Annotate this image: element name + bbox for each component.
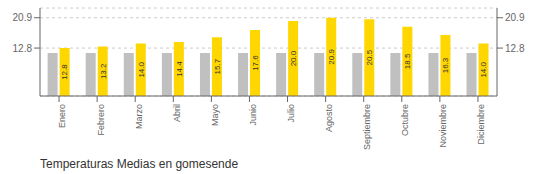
svg-text:Enero: Enero xyxy=(57,104,67,128)
svg-text:14.0: 14.0 xyxy=(137,61,146,77)
svg-text:14.0: 14.0 xyxy=(479,61,488,77)
svg-text:12.8: 12.8 xyxy=(13,43,33,54)
svg-text:20.9: 20.9 xyxy=(505,12,525,23)
svg-text:14.4: 14.4 xyxy=(175,61,184,77)
svg-text:20.9: 20.9 xyxy=(327,49,336,65)
svg-text:Noviembre: Noviembre xyxy=(438,104,448,148)
svg-text:Abril: Abril xyxy=(172,104,182,122)
svg-text:Febrero: Febrero xyxy=(96,104,106,136)
svg-text:Septiembre: Septiembre xyxy=(362,104,372,150)
svg-text:20.9: 20.9 xyxy=(13,12,33,23)
svg-text:Mayo: Mayo xyxy=(210,104,220,126)
svg-text:16.3: 16.3 xyxy=(441,57,450,73)
svg-text:Diciembre: Diciembre xyxy=(476,104,486,145)
svg-text:Octubre: Octubre xyxy=(400,104,410,136)
svg-text:20.5: 20.5 xyxy=(365,49,374,65)
svg-text:12.8: 12.8 xyxy=(505,43,525,54)
svg-text:12.8: 12.8 xyxy=(60,64,69,80)
svg-text:13.2: 13.2 xyxy=(99,63,108,79)
svg-text:Julio: Julio xyxy=(286,104,296,123)
svg-text:15.7: 15.7 xyxy=(213,58,222,74)
svg-text:Agosto: Agosto xyxy=(324,104,334,132)
svg-text:Marzo: Marzo xyxy=(134,104,144,129)
svg-text:Junio: Junio xyxy=(248,104,258,126)
html-text:Temperaturas Medias en gomesen: Temperaturas Medias en gomesende xyxy=(40,157,239,171)
svg-text:20.0: 20.0 xyxy=(289,50,298,66)
svg-text:18.5: 18.5 xyxy=(403,53,412,69)
svg-text:17.6: 17.6 xyxy=(251,55,260,71)
